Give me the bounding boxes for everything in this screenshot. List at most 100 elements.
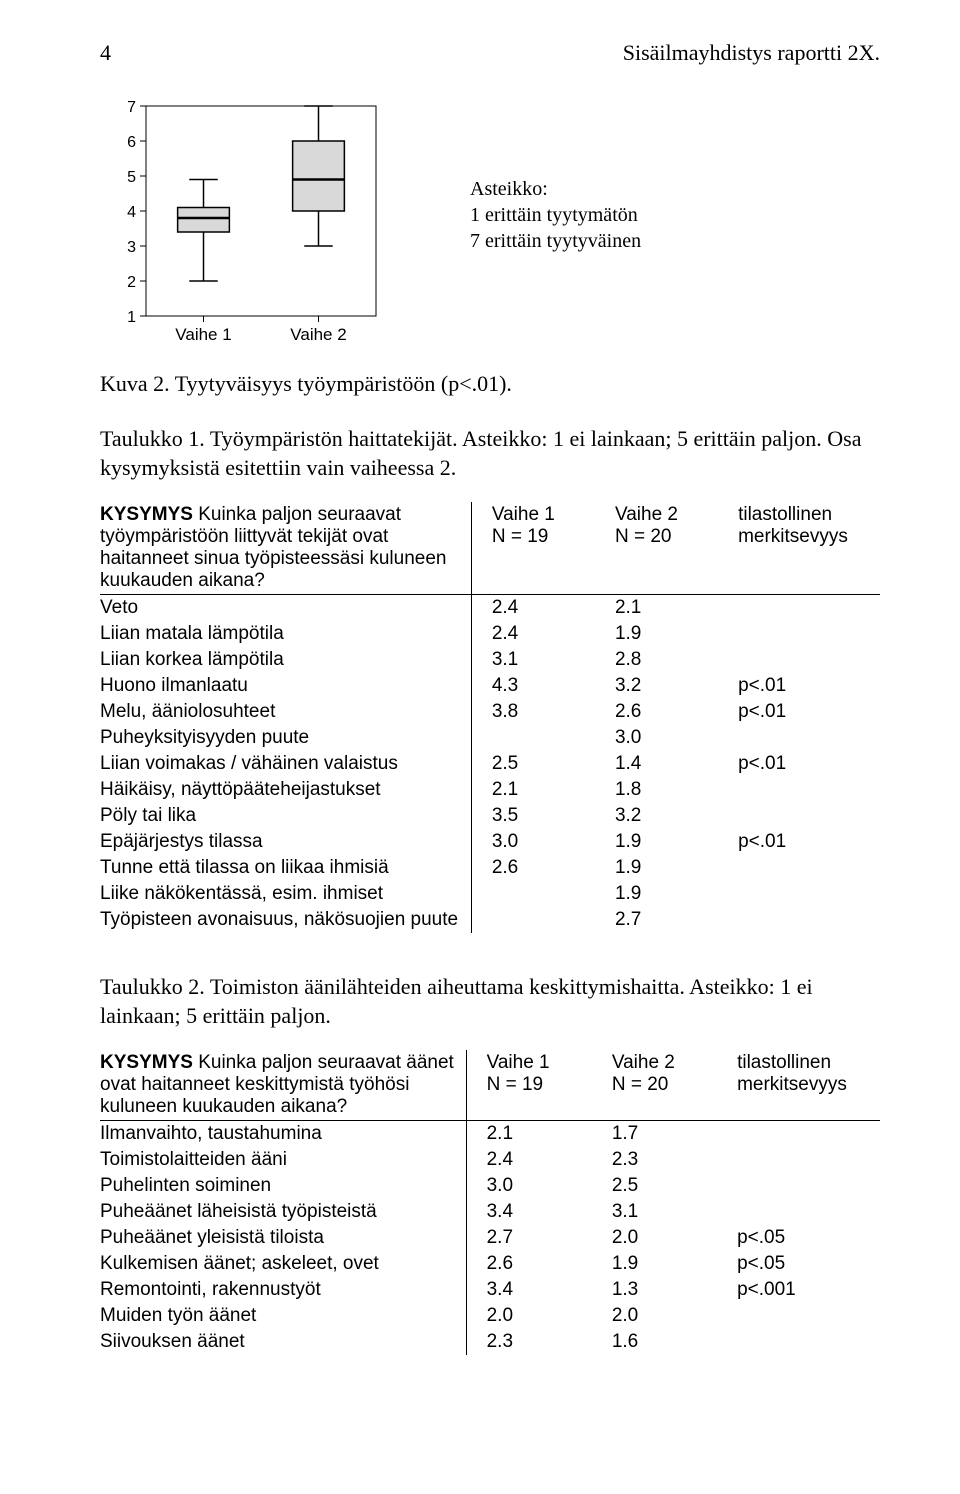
table1-h-v2-top: Vaihe 2 <box>615 504 678 525</box>
row-v2: 1.9 <box>595 881 718 907</box>
table-row: Muiden työn äänet2.02.0 <box>100 1303 880 1329</box>
row-v2: 1.9 <box>595 829 718 855</box>
table-row: Liian voimakas / vähäinen valaistus2.51.… <box>100 751 880 777</box>
row-v1: 4.3 <box>471 673 595 699</box>
row-v1 <box>471 881 595 907</box>
row-label: Siivouksen äänet <box>100 1329 466 1355</box>
row-v1 <box>471 725 595 751</box>
svg-text:Vaihe 2: Vaihe 2 <box>290 325 346 344</box>
row-sig <box>717 1121 880 1148</box>
row-v2: 3.1 <box>592 1199 717 1225</box>
table2-header-row: KYSYMYS Kuinka paljon seuraavat äänet ov… <box>100 1050 880 1121</box>
table2-h-sig-bot: merkitsevyys <box>737 1074 847 1095</box>
row-v2: 2.7 <box>595 907 718 933</box>
row-label: Puheäänet läheisistä työpisteistä <box>100 1199 466 1225</box>
row-label: Liian voimakas / vähäinen valaistus <box>100 751 471 777</box>
row-v1: 2.6 <box>471 855 595 881</box>
svg-text:Vaihe 1: Vaihe 1 <box>175 325 231 344</box>
row-label: Työpisteen avonaisuus, näkösuojien puute <box>100 907 471 933</box>
table-row: Liian matala lämpötila2.41.9 <box>100 621 880 647</box>
row-v1: 2.0 <box>466 1303 592 1329</box>
table2-question-lead: KYSYMYS <box>100 1052 193 1073</box>
legend-title: Asteikko: <box>470 176 641 202</box>
row-sig <box>717 1303 880 1329</box>
table-row: Epäjärjestys tilassa3.01.9p<.01 <box>100 829 880 855</box>
row-sig <box>718 855 880 881</box>
legend-line-2: 7 erittäin tyytyväinen <box>470 228 641 254</box>
row-v2: 3.0 <box>595 725 718 751</box>
row-v2: 2.3 <box>592 1147 717 1173</box>
row-sig <box>718 803 880 829</box>
row-sig: p<.01 <box>718 751 880 777</box>
table1-h-sig-top: tilastollinen <box>738 504 832 525</box>
table1-question-lead: KYSYMYS <box>100 504 193 525</box>
row-v1: 3.5 <box>471 803 595 829</box>
boxplot-chart: 1234567Vaihe 1Vaihe 2 <box>100 96 420 361</box>
row-sig: p<.001 <box>717 1277 880 1303</box>
table2: KYSYMYS Kuinka paljon seuraavat äänet ov… <box>100 1050 880 1355</box>
row-sig <box>717 1147 880 1173</box>
row-label: Häikäisy, näyttöpääteheijastukset <box>100 777 471 803</box>
row-v2: 1.4 <box>595 751 718 777</box>
table-row: Tunne että tilassa on liikaa ihmisiä2.61… <box>100 855 880 881</box>
table2-h-sig-top: tilastollinen <box>737 1052 831 1073</box>
row-sig <box>718 725 880 751</box>
row-sig: p<.05 <box>717 1251 880 1277</box>
table2-h-v1-top: Vaihe 1 <box>487 1052 550 1073</box>
row-label: Veto <box>100 595 471 622</box>
table-row: Puheäänet yleisistä tiloista2.72.0p<.05 <box>100 1225 880 1251</box>
table2-intro: Taulukko 2. Toimiston äänilähteiden aihe… <box>100 973 880 1030</box>
row-v2: 2.8 <box>595 647 718 673</box>
table1-h-sig-bot: merkitsevyys <box>738 526 848 547</box>
row-v1: 2.4 <box>471 621 595 647</box>
row-v1: 2.4 <box>466 1147 592 1173</box>
page: 4 Sisäilmayhdistys raportti 2X. 1234567V… <box>0 0 960 1494</box>
row-v2: 1.3 <box>592 1277 717 1303</box>
row-v1: 2.1 <box>466 1121 592 1148</box>
row-label: Melu, ääniolosuhteet <box>100 699 471 725</box>
row-label: Liian matala lämpötila <box>100 621 471 647</box>
row-v2: 1.9 <box>592 1251 717 1277</box>
row-v1: 3.0 <box>471 829 595 855</box>
row-label: Tunne että tilassa on liikaa ihmisiä <box>100 855 471 881</box>
table-row: Puheyksityisyyden puute 3.0 <box>100 725 880 751</box>
table-row: Toimistolaitteiden ääni2.42.3 <box>100 1147 880 1173</box>
table-row: Liian korkea lämpötila3.12.8 <box>100 647 880 673</box>
table1-h-v1-top: Vaihe 1 <box>492 504 555 525</box>
row-v1 <box>471 907 595 933</box>
row-sig <box>718 647 880 673</box>
row-v1: 2.7 <box>466 1225 592 1251</box>
page-header: 4 Sisäilmayhdistys raportti 2X. <box>100 40 880 66</box>
svg-text:7: 7 <box>127 99 136 116</box>
row-v1: 3.1 <box>471 647 595 673</box>
row-label: Epäjärjestys tilassa <box>100 829 471 855</box>
row-label: Puheäänet yleisistä tiloista <box>100 1225 466 1251</box>
row-v2: 1.7 <box>592 1121 717 1148</box>
table-row: Pöly tai lika3.53.2 <box>100 803 880 829</box>
row-v2: 3.2 <box>595 803 718 829</box>
svg-text:6: 6 <box>127 134 136 151</box>
row-v1: 2.3 <box>466 1329 592 1355</box>
row-v1: 3.4 <box>466 1277 592 1303</box>
row-sig: p<.01 <box>718 829 880 855</box>
table1-intro: Taulukko 1. Työympäristön haittatekijät.… <box>100 425 880 482</box>
row-v2: 1.6 <box>592 1329 717 1355</box>
svg-text:2: 2 <box>127 274 136 291</box>
table-row: Puheäänet läheisistä työpisteistä3.43.1 <box>100 1199 880 1225</box>
row-v2: 1.9 <box>595 621 718 647</box>
table-row: Siivouksen äänet2.31.6 <box>100 1329 880 1355</box>
boxplot-legend: Asteikko: 1 erittäin tyytymätön 7 erittä… <box>470 176 641 254</box>
row-v2: 1.8 <box>595 777 718 803</box>
row-v1: 3.8 <box>471 699 595 725</box>
row-v1: 2.5 <box>471 751 595 777</box>
table2-h-v2-bot: N = 20 <box>612 1074 669 1095</box>
row-v1: 3.0 <box>466 1173 592 1199</box>
row-label: Puheyksityisyyden puute <box>100 725 471 751</box>
row-label: Huono ilmanlaatu <box>100 673 471 699</box>
table1-header-row: KYSYMYS Kuinka paljon seuraavat työympär… <box>100 502 880 595</box>
table-row: Melu, ääniolosuhteet3.82.6p<.01 <box>100 699 880 725</box>
row-sig: p<.01 <box>718 673 880 699</box>
row-v1: 2.6 <box>466 1251 592 1277</box>
row-label: Remontointi, rakennustyöt <box>100 1277 466 1303</box>
row-v2: 2.6 <box>595 699 718 725</box>
